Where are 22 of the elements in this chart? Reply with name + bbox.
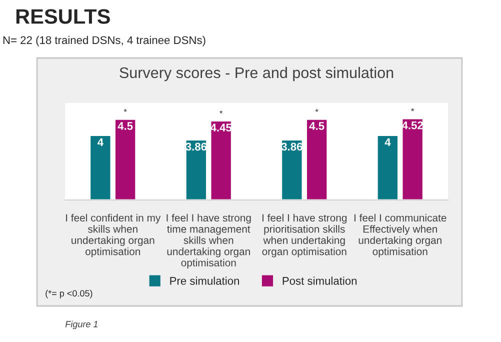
annotation: *: [411, 108, 414, 112]
data-label: 4.45: [210, 124, 232, 132]
text: (*= p <0.05): [46, 290, 92, 298]
data-label: 4.52: [402, 121, 423, 130]
x-tick-label: I feel I have strong prioritisation skills when undertaking organ optimisation: [262, 214, 347, 258]
caption: Figure 1: [65, 320, 98, 330]
legend-label: Pre simulation: [170, 276, 239, 285]
data-label: 4: [384, 138, 391, 146]
legend-label: Post simulation: [282, 276, 357, 285]
x-tick-label: I feel confident in my skills when undertaking organ optimisation: [66, 214, 161, 258]
data-label: 4.5: [309, 122, 324, 130]
x-tick-label: I feel I have strong time management skills when undertaking organ optimisation: [166, 214, 251, 268]
data-label: 4.5: [118, 122, 133, 130]
annotation: *: [315, 108, 318, 112]
x-tick-label: I feel I communicate Effectively when undertaking organ optimisation: [354, 214, 446, 258]
annotation: *: [124, 108, 127, 112]
chart-title: Survery scores - Pre and post simulation: [120, 66, 394, 82]
data-label: 4: [98, 138, 104, 146]
annotation: *: [220, 110, 223, 114]
text: N= 22 (18 trained DSNs, 4 trainee DSNs): [3, 36, 206, 46]
data-label: 3.86: [281, 142, 302, 151]
text: RESULTS: [16, 9, 110, 24]
